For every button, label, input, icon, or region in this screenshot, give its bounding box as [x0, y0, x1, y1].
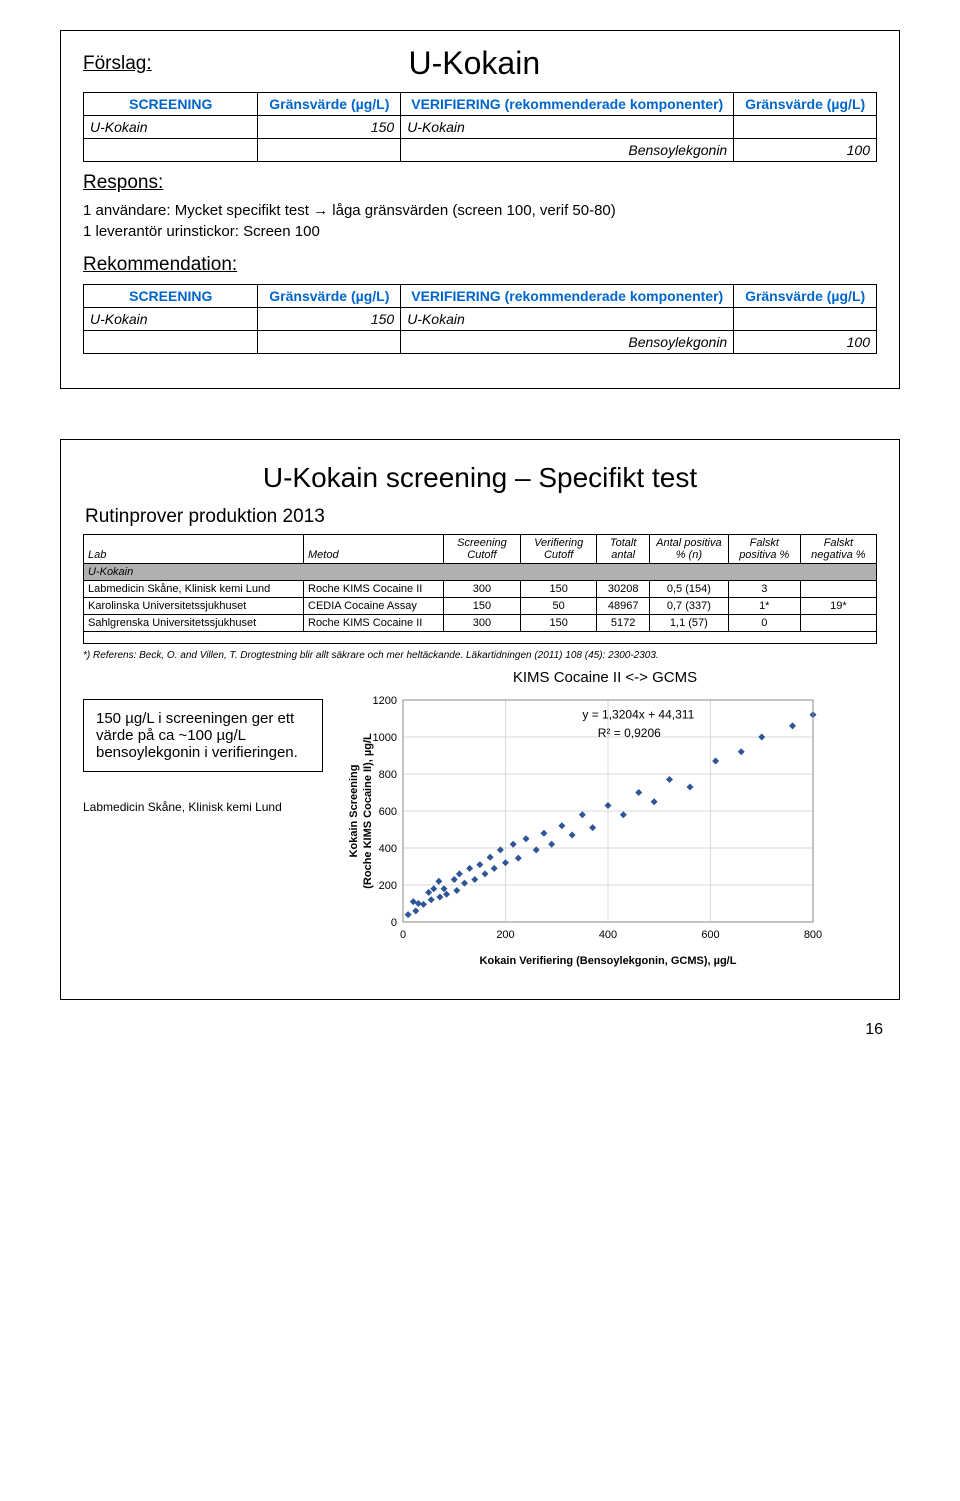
respons-line-0: 1 användare: Mycket specifikt test → låg… [83, 202, 877, 219]
svg-text:400: 400 [599, 929, 617, 941]
dt-c6: Falskt positiva % [728, 535, 800, 564]
t2-h2: VERIFIERING (rekommenderade komponenter) [411, 288, 723, 304]
dt-r0c3: 150 [520, 581, 596, 598]
svg-text:200: 200 [379, 880, 397, 892]
chart-title: KIMS Cocaine II <-> GCMS [343, 669, 867, 686]
svg-text:400: 400 [379, 843, 397, 855]
t1-r1c3: 100 [734, 139, 877, 162]
dt-r1c6: 1* [728, 598, 800, 615]
rekommendation-heading: Rekommendation: [83, 254, 877, 276]
t1-h3: Gränsvärde (µg/L) [745, 96, 865, 112]
svg-text:Kokain Verifiering (Bensoylekg: Kokain Verifiering (Bensoylekgonin, GCMS… [480, 955, 737, 967]
dt-r1c0: Karolinska Universitetssjukhuset [84, 598, 304, 615]
dt-r2c5: 1,1 (57) [649, 615, 728, 632]
dt-r2c1: Roche KIMS Cocaine II [304, 615, 444, 632]
lab-footer: Labmedicin Skåne, Klinisk kemi Lund [83, 800, 323, 814]
dt-c2: Screening Cutoff [444, 535, 521, 564]
dt-r2c2: 300 [444, 615, 521, 632]
svg-text:1200: 1200 [373, 695, 397, 707]
page-number: 16 [865, 1021, 883, 1039]
dt-r2c6: 0 [728, 615, 800, 632]
dt-r0c1: Roche KIMS Cocaine II [304, 581, 444, 598]
forslag-table: SCREENING Gränsvärde (µg/L) VERIFIERING … [83, 92, 877, 162]
t1-h2: VERIFIERING (rekommenderade komponenter) [411, 96, 723, 112]
t2-r0c3 [734, 308, 877, 331]
t1-r1c0 [84, 139, 258, 162]
dt-r1c7: 19* [800, 598, 876, 615]
dt-c3: Verifiering Cutoff [520, 535, 596, 564]
svg-text:800: 800 [379, 769, 397, 781]
dt-r2c3: 150 [520, 615, 596, 632]
svg-text:600: 600 [701, 929, 719, 941]
dt-r0c4: 30208 [597, 581, 650, 598]
production-table: Lab Metod Screening Cutoff Verifiering C… [83, 534, 877, 644]
chart-svg: 0 200 400 600 800 1000 1200 0 200 400 600 800 y = 1,… [343, 690, 823, 970]
t1-r0c2: U-Kokain [401, 116, 734, 139]
dt-c7: Falskt negativa % [800, 535, 876, 564]
dt-r0c5: 0,5 (154) [649, 581, 728, 598]
dt-r0c2: 300 [444, 581, 521, 598]
dt-r2c4: 5172 [597, 615, 650, 632]
svg-text:(Roche KIMS Cocaine II), µg/L: (Roche KIMS Cocaine II), µg/L [362, 733, 374, 889]
slide1-title: U-Kokain [72, 45, 877, 82]
dt-r1c1: CEDIA Cocaine Assay [304, 598, 444, 615]
dt-section: U-Kokain [84, 564, 877, 581]
dt-r0c0: Labmedicin Skåne, Klinisk kemi Lund [84, 581, 304, 598]
dt-r0c6: 3 [728, 581, 800, 598]
t2-h1: Gränsvärde (µg/L) [269, 288, 389, 304]
svg-text:y = 1,3204x + 44,311: y = 1,3204x + 44,311 [582, 708, 694, 722]
dt-r2c7 [800, 615, 876, 632]
rekommendation-table: SCREENING Gränsvärde (µg/L) VERIFIERING … [83, 284, 877, 354]
info-box: 150 µg/L i screeningen ger ett värde på … [83, 699, 323, 772]
reference-note: *) Referens: Beck, O. and Villen, T. Dro… [83, 650, 877, 661]
t2-r0c2: U-Kokain [401, 308, 734, 331]
dt-r2c0: Sahlgrenska Universitetssjukhuset [84, 615, 304, 632]
respons-heading: Respons: [83, 172, 877, 194]
svg-text:1000: 1000 [373, 732, 397, 744]
t1-r1c1 [258, 139, 401, 162]
dt-c5: Antal positiva % (n) [649, 535, 728, 564]
dt-c4: Totalt antal [597, 535, 650, 564]
t1-h0: SCREENING [129, 96, 212, 112]
t1-r1c2: Bensoylekgonin [401, 139, 734, 162]
dt-r1c3: 50 [520, 598, 596, 615]
dt-c0: Lab [84, 535, 304, 564]
t1-r0c1: 150 [258, 116, 401, 139]
svg-text:0: 0 [400, 929, 406, 941]
t1-r0c0: U-Kokain [84, 116, 258, 139]
dt-r1c2: 150 [444, 598, 521, 615]
slide2-title: U-Kokain screening – Specifikt test [83, 462, 877, 494]
t2-h3: Gränsvärde (µg/L) [745, 288, 865, 304]
respons-line-1: 1 leverantör urinstickor: Screen 100 [83, 223, 877, 240]
svg-text:800: 800 [804, 929, 822, 941]
svg-text:600: 600 [379, 806, 397, 818]
t2-r1c0 [84, 331, 258, 354]
dt-r0c7 [800, 581, 876, 598]
svg-text:R² = 0,9206: R² = 0,9206 [598, 726, 661, 740]
dt-r1c4: 48967 [597, 598, 650, 615]
slide-2: U-Kokain screening – Specifikt test Ruti… [60, 439, 900, 1000]
dt-r1c5: 0,7 (337) [649, 598, 728, 615]
t2-r1c1 [258, 331, 401, 354]
t1-h1: Gränsvärde (µg/L) [269, 96, 389, 112]
svg-text:Kokain Screening: Kokain Screening [348, 765, 360, 858]
t2-r0c1: 150 [258, 308, 401, 331]
t2-r1c3: 100 [734, 331, 877, 354]
t2-r1c2: Bensoylekgonin [401, 331, 734, 354]
t1-r0c3 [734, 116, 877, 139]
slide2-subtitle: Rutinprover produktion 2013 [85, 506, 877, 528]
dt-c1: Metod [304, 535, 444, 564]
slide-1: Förslag: U-Kokain SCREENING Gränsvärde (… [60, 30, 900, 389]
t2-r0c0: U-Kokain [84, 308, 258, 331]
svg-text:200: 200 [496, 929, 514, 941]
svg-text:0: 0 [391, 917, 397, 929]
t2-h0: SCREENING [129, 288, 212, 304]
scatter-chart: KIMS Cocaine II <-> GCMS 0 200 400 600 800 10… [343, 669, 877, 975]
